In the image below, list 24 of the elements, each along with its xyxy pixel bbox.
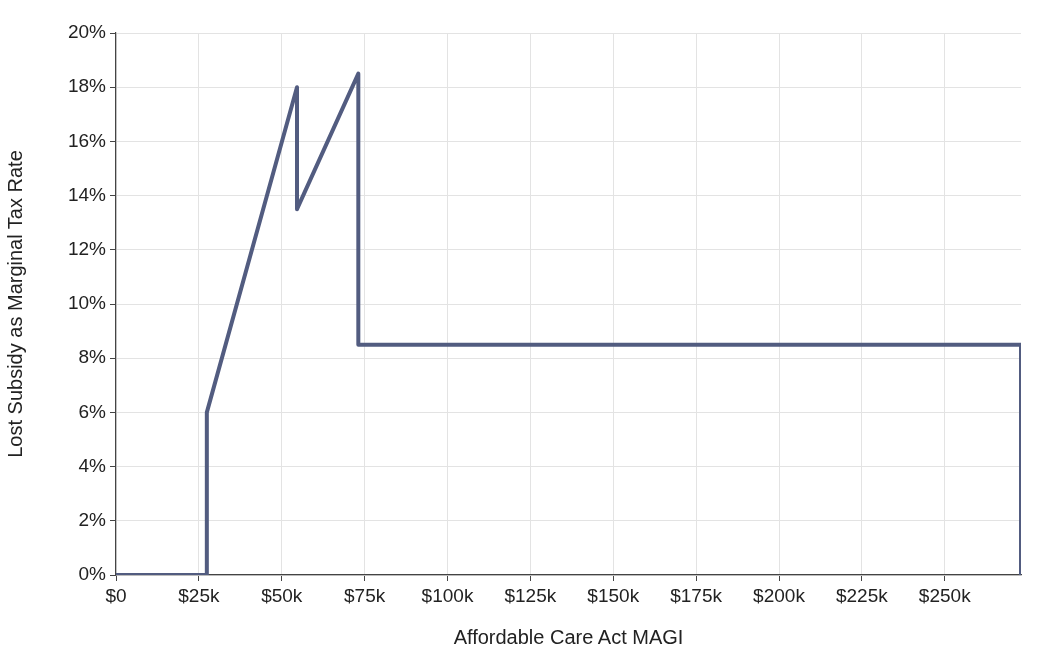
y-tick-label: 2% bbox=[78, 509, 107, 531]
y-tick-label: 14% bbox=[67, 183, 107, 205]
x-tick-label: $75k bbox=[344, 584, 386, 606]
y-tick-label: 12% bbox=[67, 238, 107, 260]
x-tick-label: $150k bbox=[587, 584, 640, 606]
x-axis-title: Affordable Care Act MAGI bbox=[453, 625, 684, 648]
y-tick-label: 0% bbox=[78, 563, 107, 585]
y-tick-label: 20% bbox=[67, 21, 107, 43]
x-tick-label: $250k bbox=[918, 584, 972, 606]
x-tick-label: $25k bbox=[178, 584, 220, 606]
x-tick-label: $225k bbox=[835, 584, 889, 606]
x-tick-label: $200k bbox=[753, 584, 806, 606]
x-tick-label: $175k bbox=[670, 584, 723, 606]
y-tick-label: 4% bbox=[78, 454, 107, 476]
y-axis-title: Lost Subsidy as Marginal Tax Rate bbox=[3, 150, 26, 458]
x-tick-label: $100k bbox=[421, 584, 474, 606]
y-tick-label: 16% bbox=[67, 129, 107, 151]
x-tick-label: $50k bbox=[261, 584, 303, 606]
y-tick-label: 18% bbox=[67, 75, 107, 97]
x-tick-label: $0 bbox=[105, 584, 127, 606]
y-tick-label: 6% bbox=[78, 400, 107, 422]
y-tick-label: 10% bbox=[67, 292, 107, 314]
y-tick-label: 8% bbox=[78, 346, 107, 368]
x-tick-label: $125k bbox=[504, 584, 557, 606]
